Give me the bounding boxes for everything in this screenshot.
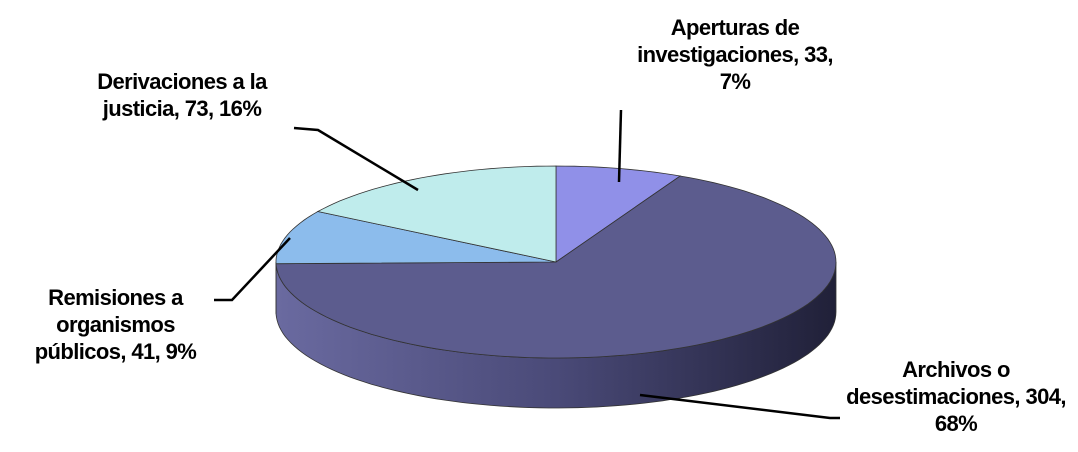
slice [316, 165, 557, 263]
leader-line [639, 393, 840, 420]
leader-line [617, 109, 623, 183]
leader-line [293, 126, 419, 192]
slice [275, 175, 837, 359]
slice [275, 211, 557, 265]
leader-line [214, 237, 291, 302]
data-label: Aperturas de investigaciones, 33, 7% [637, 15, 833, 94]
data-label: Derivaciones a la justicia, 73, 16% [97, 69, 267, 121]
data-label: Archivos o desestimaciones, 304, 68% [846, 357, 1066, 436]
data-label: Remisiones a organismos públicos, 41, 9% [34, 285, 197, 364]
